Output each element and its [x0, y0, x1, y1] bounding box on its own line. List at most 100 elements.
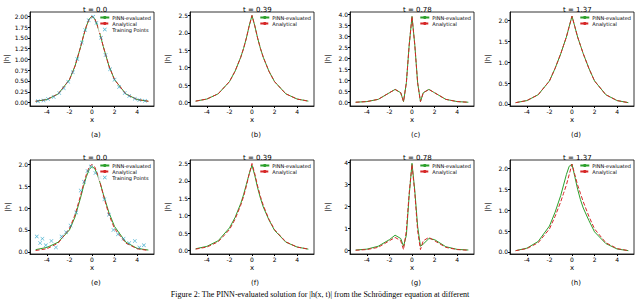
svg-text:-4: -4	[524, 108, 530, 115]
svg-text:0: 0	[344, 247, 348, 254]
svg-text:1.0: 1.0	[498, 207, 508, 214]
svg-text:-4: -4	[204, 108, 210, 115]
svg-text:x: x	[250, 116, 254, 124]
svg-text:-4: -4	[524, 256, 530, 263]
svg-text:2: 2	[433, 108, 437, 115]
svg-text:2.5: 2.5	[178, 12, 188, 19]
svg-text:Training Points: Training Points	[111, 27, 149, 34]
svg-text:4: 4	[615, 108, 619, 115]
svg-text:Figure 2: The PINN-evaluated s: Figure 2: The PINN-evaluated solution fo…	[171, 290, 470, 299]
svg-text:(h): (h)	[571, 279, 581, 287]
svg-text:t = 0.0: t = 0.0	[83, 154, 107, 162]
svg-text:1.5: 1.5	[178, 195, 188, 202]
svg-text:2.00: 2.00	[15, 13, 29, 20]
svg-text:-2: -2	[386, 256, 392, 263]
svg-text:0.5: 0.5	[178, 230, 188, 237]
svg-text:x: x	[250, 264, 254, 272]
svg-text:x: x	[410, 116, 414, 124]
svg-text:-4: -4	[44, 256, 50, 263]
svg-text:-2: -2	[226, 256, 232, 263]
svg-text:|h|: |h|	[164, 202, 172, 211]
svg-text:4: 4	[135, 108, 139, 115]
svg-text:2.0: 2.0	[498, 165, 508, 172]
svg-text:4: 4	[344, 159, 348, 166]
svg-text:4: 4	[455, 108, 459, 115]
svg-text:|h|: |h|	[324, 54, 332, 63]
svg-text:0.0: 0.0	[338, 99, 348, 106]
svg-text:0: 0	[410, 256, 414, 263]
svg-text:0.25: 0.25	[15, 88, 29, 95]
svg-text:x: x	[410, 264, 414, 272]
svg-text:2.0: 2.0	[498, 17, 508, 24]
svg-text:1.5: 1.5	[18, 183, 28, 190]
svg-text:-4: -4	[44, 108, 50, 115]
svg-text:0.00: 0.00	[15, 99, 29, 106]
svg-text:t = 0.78: t = 0.78	[403, 154, 432, 162]
svg-text:4: 4	[455, 256, 459, 263]
svg-text:0: 0	[410, 108, 414, 115]
svg-text:-2: -2	[226, 108, 232, 115]
svg-text:Analytical: Analytical	[272, 169, 297, 176]
svg-text:1.75: 1.75	[15, 24, 29, 31]
svg-text:|h|: |h|	[484, 54, 492, 63]
svg-text:1.5: 1.5	[498, 38, 508, 45]
svg-text:2: 2	[344, 203, 348, 210]
svg-text:3.5: 3.5	[338, 22, 348, 29]
svg-text:1: 1	[344, 225, 348, 232]
svg-text:0: 0	[250, 256, 254, 263]
svg-text:Analytical: Analytical	[272, 21, 297, 28]
svg-text:1.25: 1.25	[15, 45, 29, 52]
svg-text:0.5: 0.5	[338, 88, 348, 95]
svg-text:3: 3	[344, 181, 348, 188]
svg-text:4.0: 4.0	[338, 11, 348, 18]
svg-text:t = 0.39: t = 0.39	[243, 154, 272, 162]
svg-text:-2: -2	[386, 108, 392, 115]
svg-text:-4: -4	[364, 256, 370, 263]
svg-text:0: 0	[90, 256, 94, 263]
svg-text:0.0: 0.0	[498, 248, 508, 255]
svg-text:|h|: |h|	[4, 202, 12, 211]
svg-text:0.5: 0.5	[178, 82, 188, 89]
svg-text:(c): (c)	[411, 131, 421, 139]
svg-text:0: 0	[250, 108, 254, 115]
svg-text:1.5: 1.5	[498, 186, 508, 193]
svg-text:2: 2	[433, 256, 437, 263]
svg-text:Analytical: Analytical	[592, 169, 617, 176]
svg-text:0: 0	[570, 256, 574, 263]
svg-text:2: 2	[273, 256, 277, 263]
svg-text:Training Points: Training Points	[111, 175, 149, 182]
svg-text:0.0: 0.0	[178, 247, 188, 254]
svg-text:-2: -2	[546, 256, 552, 263]
svg-text:4: 4	[295, 256, 299, 263]
svg-text:0.5: 0.5	[18, 226, 28, 233]
svg-text:t = 1.37: t = 1.37	[563, 6, 592, 14]
svg-text:2: 2	[593, 256, 597, 263]
svg-text:|h|: |h|	[484, 202, 492, 211]
svg-text:|h|: |h|	[164, 54, 172, 63]
svg-text:1.0: 1.0	[178, 64, 188, 71]
svg-text:1.5: 1.5	[338, 66, 348, 73]
svg-text:0.5: 0.5	[498, 228, 508, 235]
svg-text:0.50: 0.50	[15, 77, 29, 84]
svg-text:1.5: 1.5	[178, 47, 188, 54]
svg-text:2.0: 2.0	[18, 161, 28, 168]
svg-text:(f): (f)	[251, 279, 259, 287]
svg-text:(b): (b)	[251, 131, 261, 139]
svg-text:x: x	[570, 264, 574, 272]
svg-text:Analytical: Analytical	[432, 21, 457, 28]
svg-text:(g): (g)	[411, 279, 421, 287]
svg-text:1.0: 1.0	[178, 212, 188, 219]
svg-text:t = 0.78: t = 0.78	[403, 6, 432, 14]
svg-text:Analytical: Analytical	[432, 169, 457, 176]
svg-text:1.0: 1.0	[338, 77, 348, 84]
svg-text:Analytical: Analytical	[592, 21, 617, 28]
svg-text:4: 4	[135, 256, 139, 263]
svg-text:|h|: |h|	[3, 54, 11, 63]
svg-text:3.0: 3.0	[338, 33, 348, 40]
svg-text:4: 4	[295, 108, 299, 115]
svg-text:2.5: 2.5	[178, 160, 188, 167]
svg-text:1.0: 1.0	[498, 59, 508, 66]
svg-text:2.0: 2.0	[338, 55, 348, 62]
svg-text:x: x	[90, 116, 94, 124]
svg-text:(e): (e)	[91, 279, 101, 287]
